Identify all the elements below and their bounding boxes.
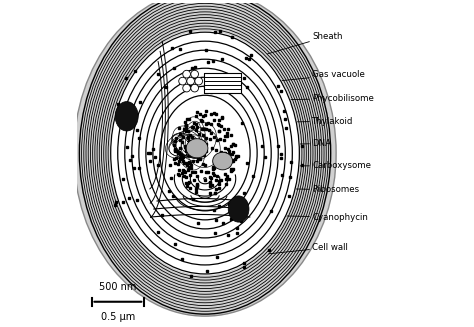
Circle shape bbox=[183, 70, 191, 78]
Circle shape bbox=[191, 70, 199, 78]
Circle shape bbox=[179, 77, 186, 85]
FancyBboxPatch shape bbox=[204, 73, 241, 93]
Ellipse shape bbox=[115, 102, 138, 131]
Text: 0.5 μm: 0.5 μm bbox=[101, 312, 135, 322]
Ellipse shape bbox=[213, 152, 233, 170]
Text: Ribosomes: Ribosomes bbox=[261, 185, 359, 194]
Circle shape bbox=[195, 77, 202, 85]
Ellipse shape bbox=[110, 31, 301, 275]
Text: Sheath: Sheath bbox=[267, 32, 343, 54]
Text: Cell wall: Cell wall bbox=[269, 243, 348, 254]
Ellipse shape bbox=[74, 0, 336, 316]
Circle shape bbox=[191, 84, 199, 92]
Text: Gas vacuole: Gas vacuole bbox=[246, 70, 365, 84]
Ellipse shape bbox=[186, 139, 208, 158]
Text: Phycobilisome: Phycobilisome bbox=[240, 94, 374, 103]
Text: Carboxysome: Carboxysome bbox=[255, 161, 371, 170]
Text: 500 nm: 500 nm bbox=[99, 282, 137, 291]
Circle shape bbox=[183, 84, 191, 92]
Text: DNA: DNA bbox=[256, 139, 331, 148]
Ellipse shape bbox=[169, 107, 241, 199]
Ellipse shape bbox=[228, 196, 249, 222]
Text: Cyanophycin: Cyanophycin bbox=[255, 213, 368, 221]
Text: Thylakoid: Thylakoid bbox=[259, 117, 354, 126]
Circle shape bbox=[187, 77, 194, 85]
